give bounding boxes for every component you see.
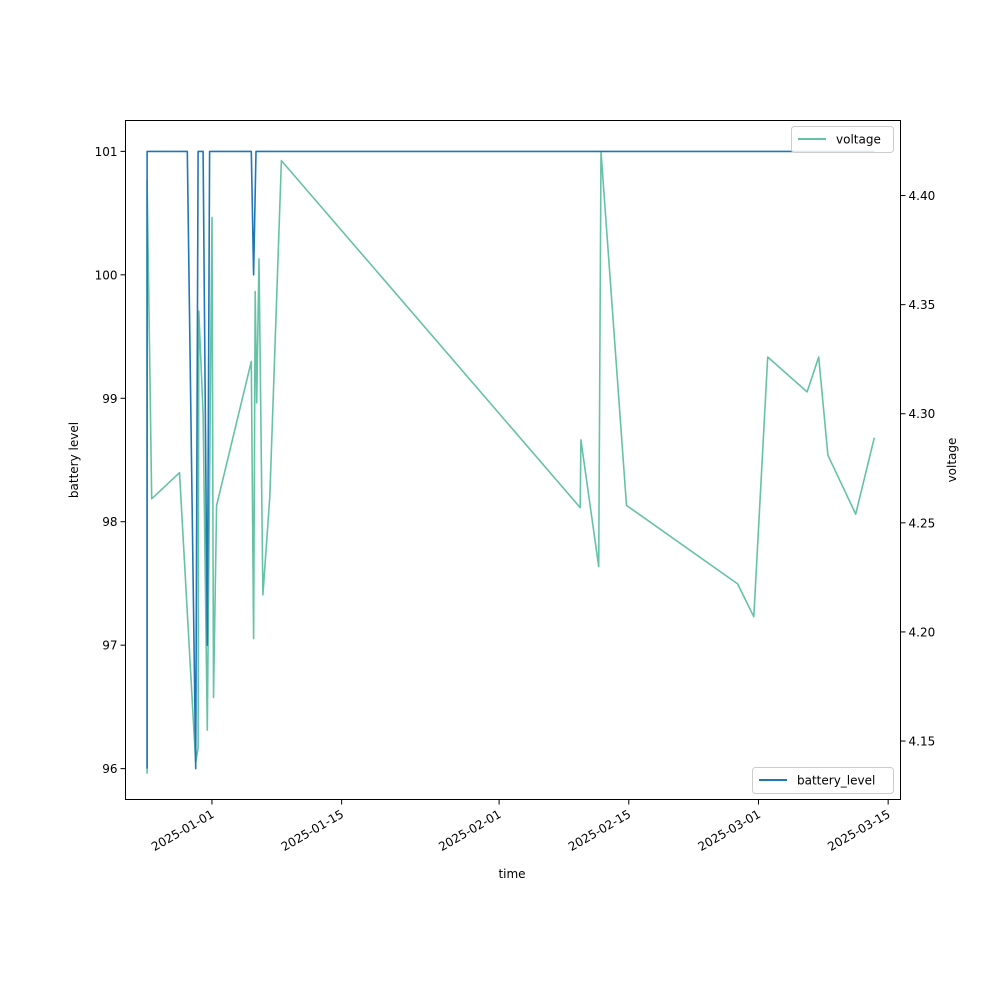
legend-voltage-label: voltage bbox=[836, 133, 881, 147]
plot-frame bbox=[125, 120, 901, 800]
right-y-tick-label: 4.25 bbox=[909, 516, 936, 530]
right-y-tick-label: 4.30 bbox=[909, 407, 936, 421]
left-y-axis: 96 97 98 99 100 101 bbox=[95, 145, 126, 776]
x-tick-label: 2025-01-15 bbox=[279, 807, 346, 854]
right-y-axis: 4.15 4.20 4.25 4.30 4.35 4.40 bbox=[900, 189, 936, 749]
legend-voltage: voltage bbox=[791, 126, 894, 153]
left-y-tick-label: 98 bbox=[102, 515, 117, 529]
x-axis: 2025-01-01 2025-01-15 2025-02-01 2025-02-15… bbox=[149, 799, 893, 854]
x-tick-label: 2025-03-15 bbox=[825, 807, 892, 854]
plot-area bbox=[125, 120, 901, 800]
x-tick-label: 2025-02-01 bbox=[436, 807, 503, 854]
x-axis-label: time bbox=[498, 867, 525, 881]
x-tick-label: 2025-02-15 bbox=[566, 807, 633, 854]
x-tick-label: 2025-03-01 bbox=[696, 807, 763, 854]
series-line-voltage bbox=[146, 151, 876, 774]
right-y-tick-label: 4.35 bbox=[909, 298, 936, 312]
right-y-axis-label: voltage bbox=[945, 438, 959, 483]
legend-battery-level-label: battery_level bbox=[797, 774, 875, 788]
legend-voltage-frame bbox=[791, 126, 894, 153]
series-layer bbox=[146, 150, 876, 774]
series-line-battery-level bbox=[146, 150, 875, 770]
right-y-tick-label: 4.15 bbox=[909, 735, 936, 749]
left-y-axis-label: battery level bbox=[67, 422, 81, 498]
right-y-tick-label: 4.40 bbox=[909, 189, 936, 203]
left-y-tick-label: 101 bbox=[95, 145, 118, 159]
left-y-tick-label: 99 bbox=[102, 392, 117, 406]
x-tick-label: 2025-01-01 bbox=[149, 807, 216, 854]
left-y-tick-label: 96 bbox=[102, 762, 117, 776]
left-y-tick-label: 97 bbox=[102, 639, 117, 653]
right-y-tick-label: 4.20 bbox=[909, 625, 936, 639]
left-y-tick-label: 100 bbox=[95, 268, 118, 282]
legend-battery-level-frame bbox=[752, 767, 894, 794]
legend-battery-level: battery_level bbox=[752, 767, 894, 794]
